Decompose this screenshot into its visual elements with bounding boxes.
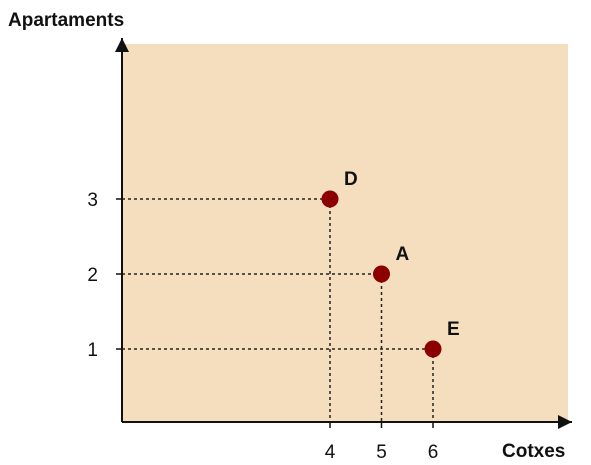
ticks: 4 5 6 1 2 3 <box>87 190 438 463</box>
y-axis-title: Apartaments <box>8 10 124 31</box>
x-tick-label: 6 <box>428 442 439 463</box>
droplines <box>122 198 434 422</box>
point-label-d: D <box>344 169 358 190</box>
points: D A E <box>321 169 460 358</box>
point-d <box>321 190 339 208</box>
x-tick-label: 5 <box>376 442 387 463</box>
y-tick-label: 1 <box>87 340 98 361</box>
point-a <box>373 265 390 283</box>
plot-area <box>122 44 568 422</box>
point-e <box>424 340 442 358</box>
point-label-a: A <box>396 244 410 265</box>
point-label-e: E <box>447 319 460 340</box>
x-axis-title: Cotxes <box>502 441 565 462</box>
y-tick-label: 3 <box>87 190 98 211</box>
y-tick-label: 2 <box>87 265 98 286</box>
x-tick-label: 4 <box>325 442 336 463</box>
